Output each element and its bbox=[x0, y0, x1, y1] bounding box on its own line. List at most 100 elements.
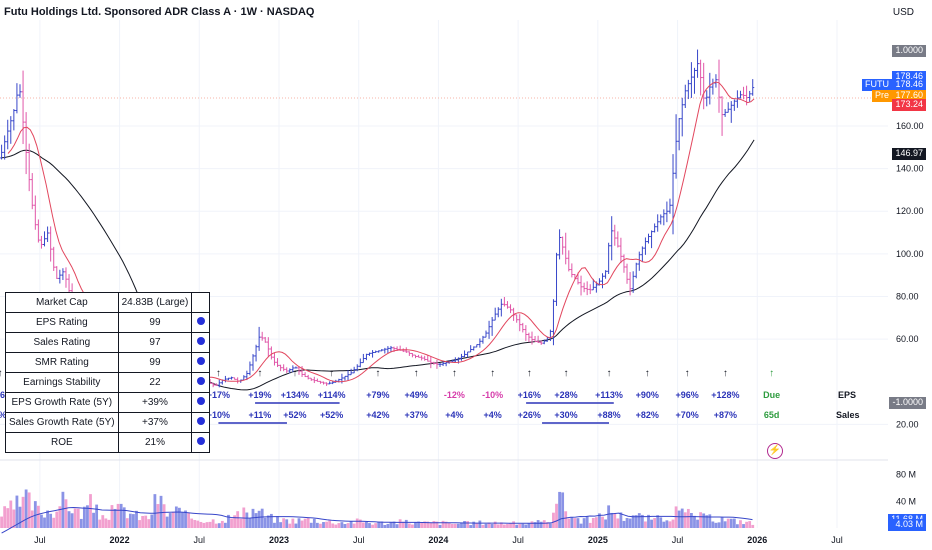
volume-bar bbox=[496, 524, 500, 528]
time-tick-label: 2022 bbox=[110, 535, 130, 545]
fundamentals-indicator bbox=[191, 412, 211, 433]
status-dot-icon bbox=[196, 317, 205, 325]
upcoming-sales: 65d bbox=[764, 410, 780, 420]
eps-growth: +113% bbox=[595, 390, 623, 400]
volume-bar bbox=[113, 508, 117, 528]
volume-bar bbox=[457, 523, 460, 528]
volume-bar bbox=[58, 506, 62, 528]
fundamentals-row: EPS Growth Rate (5Y) +39% bbox=[5, 392, 211, 413]
time-axis: Jul 2022 Jul 2023 Jul 2024 Jul 2025 Jul 2026 Jul bbox=[34, 535, 843, 545]
volume-bar bbox=[699, 512, 703, 528]
earnings-arrow: ↑ bbox=[645, 368, 650, 379]
volume-bar bbox=[745, 521, 749, 528]
lightning-icon[interactable]: ⚡ bbox=[767, 443, 783, 459]
fundamentals-table: Market Cap 24.83B (Large) EPS Rating 99 Sale… bbox=[5, 292, 211, 453]
volume-bar bbox=[294, 523, 298, 528]
eps-growth: +134% bbox=[281, 390, 309, 400]
earnings-arrow: ↑ bbox=[414, 368, 419, 379]
time-tick-label: Jul bbox=[194, 535, 206, 545]
volume-bar bbox=[361, 522, 365, 528]
volume-bar bbox=[178, 507, 181, 528]
fundamentals-row: SMR Rating 99 bbox=[5, 352, 211, 373]
volume-bar bbox=[417, 521, 420, 528]
volume-bar bbox=[748, 521, 752, 528]
volume-tick-label: 80 M bbox=[896, 470, 916, 480]
volume-bar bbox=[254, 513, 258, 528]
volume-bar bbox=[119, 503, 123, 528]
volume-bar bbox=[647, 514, 650, 528]
volume-bar bbox=[736, 524, 739, 528]
volume-bar bbox=[533, 522, 537, 528]
fundamentals-value: 24.83B (Large) bbox=[117, 292, 193, 313]
volume-bar bbox=[683, 512, 687, 528]
sales-growth: +87% bbox=[714, 410, 737, 420]
volume-bar bbox=[601, 516, 604, 528]
earnings-arrow: ↑ bbox=[375, 368, 380, 379]
fundamentals-label: Market Cap bbox=[5, 292, 119, 313]
eps-row-title: EPS bbox=[838, 390, 856, 400]
volume-bar bbox=[610, 512, 614, 528]
volume-bar bbox=[392, 521, 396, 528]
currency-label[interactable]: USD bbox=[892, 7, 914, 18]
volume-bar bbox=[739, 520, 742, 528]
volume-bar bbox=[414, 521, 417, 528]
volume-bar bbox=[168, 513, 172, 528]
volume-bar bbox=[245, 512, 249, 528]
price-tag: 146.97 bbox=[892, 147, 926, 160]
volume-bar bbox=[386, 523, 390, 528]
volume-bar bbox=[398, 519, 402, 528]
volume-bar bbox=[524, 524, 528, 528]
volume-bar bbox=[420, 522, 424, 528]
price-tag: 173.24 bbox=[892, 98, 926, 111]
volume-bar bbox=[640, 514, 644, 528]
moving-average-long bbox=[1, 139, 755, 391]
sales-growth: +37% bbox=[404, 410, 427, 420]
fundamentals-row: Earnings Stability 22 bbox=[5, 372, 211, 393]
volume-bar bbox=[548, 523, 552, 528]
price-tag: -1.0000 bbox=[889, 397, 926, 410]
volume-bar bbox=[273, 522, 276, 528]
volume-bar bbox=[720, 517, 724, 528]
volume-bar bbox=[717, 522, 721, 528]
fundamentals-value: +39% bbox=[117, 392, 193, 413]
volume-bar bbox=[438, 524, 442, 528]
earnings-arrow: ↑ bbox=[490, 368, 495, 379]
status-dot-icon bbox=[196, 377, 205, 385]
fundamentals-label: Earnings Stability bbox=[5, 372, 119, 393]
volume-bar bbox=[622, 520, 626, 528]
time-tick-label: 2024 bbox=[428, 535, 448, 545]
volume-bar bbox=[686, 508, 690, 528]
volume-bar bbox=[726, 518, 730, 528]
volume-bar bbox=[499, 522, 503, 528]
volume-bar bbox=[239, 518, 243, 528]
ma-long-line bbox=[1, 139, 755, 391]
status-dot-icon bbox=[196, 397, 205, 405]
sales-growth: +30% bbox=[554, 410, 577, 420]
volume-bar bbox=[702, 513, 706, 528]
volume-bar bbox=[40, 514, 43, 528]
price-tick-label: 80.00 bbox=[896, 291, 919, 301]
volume-bar bbox=[665, 520, 669, 528]
volume-bar bbox=[230, 518, 233, 528]
volume-bar bbox=[150, 514, 154, 528]
price-tag: 1.0000 bbox=[892, 45, 926, 58]
volume-bar bbox=[202, 522, 206, 528]
time-tick-label: 2025 bbox=[588, 535, 608, 545]
volume-bar bbox=[135, 510, 138, 528]
sales-growth: +52% bbox=[320, 410, 343, 420]
fundamentals-value: 97 bbox=[117, 332, 193, 353]
volume-bar bbox=[291, 518, 295, 528]
volume-bar bbox=[527, 523, 531, 528]
volume-bar bbox=[300, 520, 304, 528]
volume-bar bbox=[472, 521, 476, 528]
volume-bar bbox=[690, 513, 693, 528]
volume-bar bbox=[141, 515, 145, 528]
fundamentals-label: Sales Rating bbox=[5, 332, 119, 353]
price-tag-prefix: FUTU bbox=[862, 79, 892, 92]
time-tick-label: Jul bbox=[512, 535, 524, 545]
volume-bar bbox=[193, 519, 197, 528]
volume-bar bbox=[9, 500, 13, 528]
volume-bar bbox=[199, 521, 203, 528]
volume-bar bbox=[266, 515, 270, 528]
